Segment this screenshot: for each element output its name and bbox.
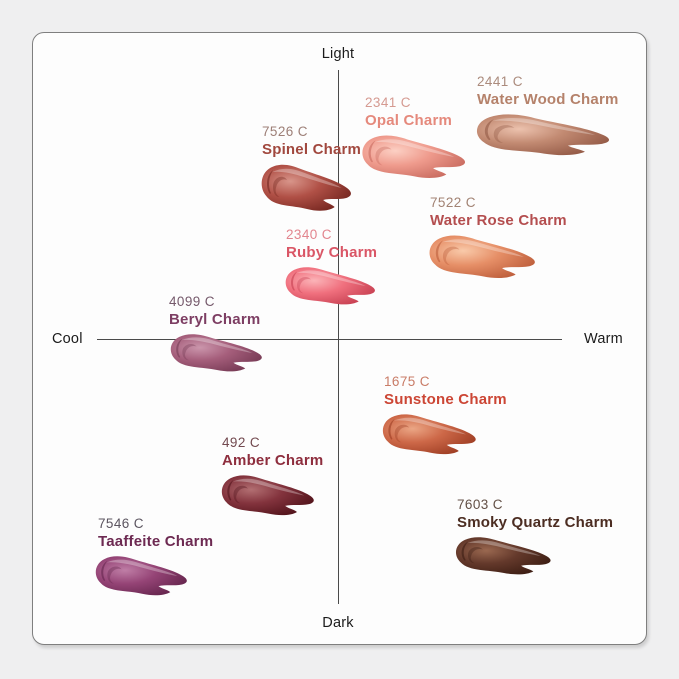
shade-name: Amber Charm — [222, 452, 324, 469]
shade-item-smoky-quartz: 7603 C Smoky Quartz Charm — [455, 497, 614, 577]
shade-code: 2340 C — [286, 227, 332, 242]
shade-name: Sunstone Charm — [384, 391, 507, 408]
axis-label-light: Light — [321, 46, 355, 62]
shade-item-water-rose: 7522 C Water Rose Charm — [429, 195, 567, 281]
shade-item-beryl: 4099 C Beryl Charm — [169, 294, 268, 374]
shade-code: 1675 C — [384, 374, 430, 389]
shade-code: 7603 C — [457, 497, 503, 512]
shade-code: 2441 C — [477, 74, 523, 89]
shade-item-water-wood: 2441 C Water Wood Charm — [476, 74, 619, 158]
shade-code: 492 C — [222, 435, 261, 450]
lip-swatch — [261, 164, 351, 211]
lip-swatch — [170, 334, 262, 372]
shade-code: 7522 C — [430, 195, 476, 210]
axis-label-dark: Dark — [322, 615, 354, 631]
shade-item-amber: 492 C Amber Charm — [221, 435, 324, 518]
lip-swatch — [429, 235, 535, 278]
shade-name: Opal Charm — [365, 112, 453, 129]
vertical-axis-line — [338, 70, 339, 604]
shade-item-sunstone: 1675 C Sunstone Charm — [382, 374, 507, 457]
lip-swatch — [455, 537, 551, 575]
shade-name: Beryl Charm — [169, 311, 261, 328]
shade-name: Water Wood Charm — [477, 91, 619, 108]
shade-name: Taaffeite Charm — [98, 533, 214, 550]
shade-code: 7546 C — [98, 516, 144, 531]
shade-name: Smoky Quartz Charm — [457, 514, 614, 531]
axis-label-warm: Warm — [584, 331, 623, 347]
shade-item-ruby: 2340 C Ruby Charm — [285, 227, 381, 307]
shade-code: 2341 C — [365, 95, 411, 110]
horizontal-axis-line — [97, 339, 562, 340]
lip-swatch — [476, 114, 610, 156]
shade-code: 7526 C — [262, 124, 308, 139]
lip-swatch — [382, 414, 476, 455]
shade-name: Spinel Charm — [262, 141, 362, 158]
lip-swatch — [362, 135, 466, 178]
shade-item-taaffeite: 7546 C Taaffeite Charm — [95, 516, 214, 598]
shade-name: Ruby Charm — [286, 244, 378, 261]
axis-label-cool: Cool — [52, 331, 83, 347]
shade-name: Water Rose Charm — [430, 212, 567, 229]
lip-swatch — [95, 556, 187, 596]
lip-swatch — [221, 475, 314, 516]
shade-code: 4099 C — [169, 294, 215, 309]
lip-swatch — [285, 267, 375, 305]
shade-item-spinel: 7526 C Spinel Charm — [261, 124, 362, 214]
shade-item-opal: 2341 C Opal Charm — [362, 95, 472, 181]
